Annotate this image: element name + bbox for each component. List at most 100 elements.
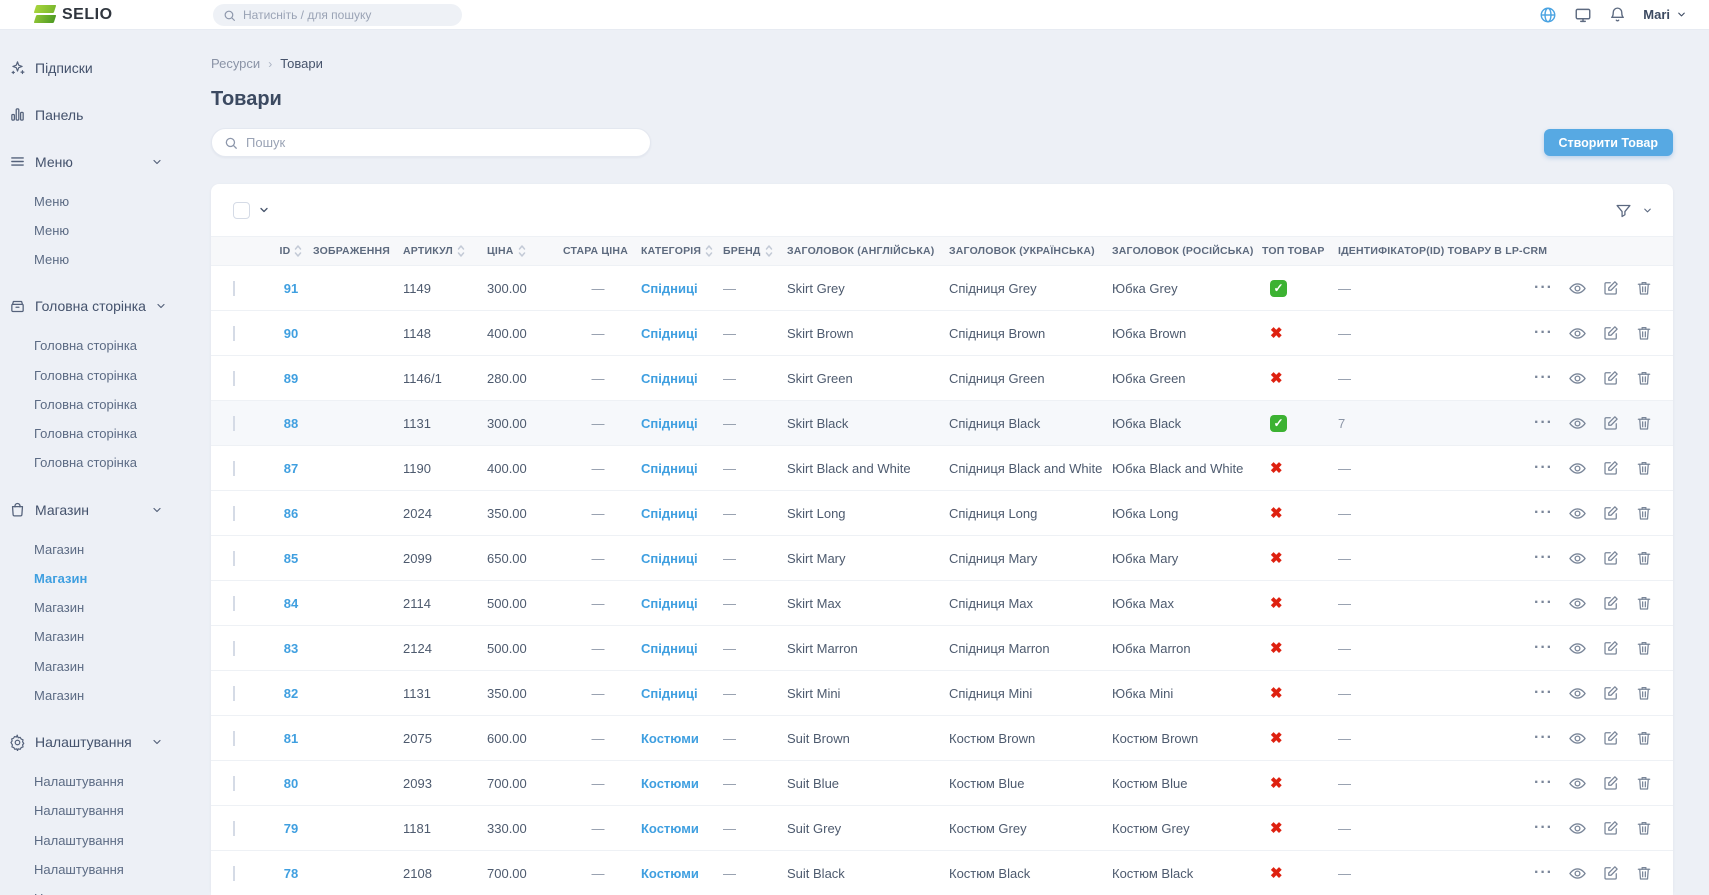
sidebar-item[interactable]: Магазин	[34, 541, 85, 557]
edit-icon[interactable]	[1602, 729, 1620, 747]
view-icon[interactable]	[1568, 819, 1587, 838]
sidebar-item[interactable]: Головна сторінка	[34, 338, 138, 354]
view-icon[interactable]	[1568, 639, 1587, 658]
view-icon[interactable]	[1568, 504, 1587, 523]
product-category-link[interactable]: Костюми	[641, 775, 699, 791]
edit-icon[interactable]	[1602, 864, 1620, 882]
delete-icon[interactable]	[1635, 504, 1653, 522]
edit-icon[interactable]	[1602, 639, 1620, 657]
row-checkbox[interactable]	[233, 685, 235, 701]
row-checkbox[interactable]	[233, 460, 235, 476]
product-id-link[interactable]: 82	[283, 685, 299, 701]
more-actions-icon[interactable]: ···	[1534, 594, 1553, 611]
delete-icon[interactable]	[1635, 594, 1653, 612]
row-checkbox[interactable]	[233, 325, 235, 341]
delete-icon[interactable]	[1635, 414, 1653, 432]
sort-icon[interactable]	[294, 244, 302, 258]
delete-icon[interactable]	[1635, 819, 1653, 837]
view-icon[interactable]	[1568, 324, 1587, 343]
product-id-link[interactable]: 80	[283, 775, 299, 791]
global-search-input[interactable]	[243, 8, 452, 22]
more-actions-icon[interactable]: ···	[1534, 774, 1553, 791]
more-actions-icon[interactable]: ···	[1534, 324, 1553, 341]
more-actions-icon[interactable]: ···	[1534, 279, 1553, 296]
column-header[interactable]: ЗОБРАЖЕННЯ	[313, 245, 403, 257]
product-category-link[interactable]: Костюми	[641, 820, 699, 836]
more-actions-icon[interactable]: ···	[1534, 504, 1553, 521]
delete-icon[interactable]	[1635, 729, 1653, 747]
filter-chevron-icon[interactable]	[1642, 205, 1653, 216]
more-actions-icon[interactable]: ···	[1534, 864, 1553, 881]
product-category-link[interactable]: Спідниці	[641, 370, 698, 386]
more-actions-icon[interactable]: ···	[1534, 459, 1553, 476]
delete-icon[interactable]	[1635, 324, 1653, 342]
column-header[interactable]: БРЕНД	[723, 244, 787, 258]
column-header[interactable]: АРТИКУЛ	[403, 244, 487, 258]
sidebar-section-header[interactable]: Меню	[9, 138, 210, 185]
product-id-link[interactable]: 85	[283, 550, 299, 566]
sidebar-item[interactable]: Налаштування	[34, 885, 194, 895]
sidebar-item[interactable]: Головна сторінка	[34, 426, 138, 441]
column-header[interactable]: ЗАГОЛОВОК (УКРАЇНСЬКА)	[949, 245, 1112, 257]
product-id-link[interactable]: 88	[283, 415, 299, 431]
delete-icon[interactable]	[1635, 684, 1653, 702]
product-category-link[interactable]: Спідниці	[641, 505, 698, 521]
sidebar-section-header[interactable]: Налаштування	[9, 719, 210, 766]
view-icon[interactable]	[1568, 594, 1587, 613]
column-header[interactable]: СТАРА ЦІНА	[563, 245, 641, 257]
edit-icon[interactable]	[1602, 594, 1620, 612]
sort-icon[interactable]	[765, 244, 773, 258]
column-header[interactable]: ЦІНА	[487, 244, 563, 258]
breadcrumb-root[interactable]: Ресурси	[211, 56, 261, 71]
sidebar-section-header[interactable]: Головна сторінка	[9, 283, 210, 330]
more-actions-icon[interactable]: ···	[1534, 369, 1553, 386]
product-category-link[interactable]: Спідниці	[641, 280, 698, 296]
row-checkbox[interactable]	[233, 505, 235, 521]
product-category-link[interactable]: Спідниці	[641, 640, 698, 656]
sidebar-section-header[interactable]: Панель	[9, 91, 210, 138]
sidebar-item[interactable]: Магазин	[34, 600, 85, 615]
filter-funnel-icon[interactable]	[1615, 202, 1632, 219]
product-id-link[interactable]: 78	[283, 865, 299, 881]
sidebar-item[interactable]: Меню	[34, 222, 70, 238]
row-checkbox[interactable]	[233, 550, 235, 566]
edit-icon[interactable]	[1602, 549, 1620, 567]
product-id-link[interactable]: 87	[283, 460, 299, 476]
delete-icon[interactable]	[1635, 549, 1653, 567]
row-checkbox[interactable]	[233, 370, 235, 386]
product-id-link[interactable]: 84	[283, 595, 299, 611]
product-category-link[interactable]: Костюми	[641, 865, 699, 881]
product-category-link[interactable]: Спідниці	[641, 415, 698, 431]
product-id-link[interactable]: 79	[283, 820, 299, 836]
bell-icon[interactable]	[1609, 6, 1626, 23]
global-search[interactable]	[213, 4, 462, 26]
row-checkbox[interactable]	[233, 775, 235, 791]
sort-icon[interactable]	[518, 244, 526, 258]
more-actions-icon[interactable]: ···	[1534, 819, 1553, 836]
sort-icon[interactable]	[705, 244, 713, 258]
column-header[interactable]: ІДЕНТИФІКАТОР(ID) ТОВАРУ В LP-CRM	[1338, 245, 1547, 257]
delete-icon[interactable]	[1635, 864, 1653, 882]
product-id-link[interactable]: 81	[283, 730, 299, 746]
sort-icon[interactable]	[457, 244, 465, 258]
row-checkbox[interactable]	[233, 865, 235, 881]
row-checkbox[interactable]	[233, 280, 235, 296]
sidebar-item[interactable]: Магазин	[34, 687, 85, 703]
edit-icon[interactable]	[1602, 324, 1620, 342]
sidebar-item[interactable]: Налаштування	[34, 832, 124, 848]
sidebar-item[interactable]: Налаштування	[34, 861, 124, 877]
more-actions-icon[interactable]: ···	[1534, 414, 1553, 431]
sidebar-section-header[interactable]: Магазин	[9, 486, 210, 533]
column-header[interactable]: ID	[269, 244, 313, 258]
edit-icon[interactable]	[1602, 414, 1620, 432]
view-icon[interactable]	[1568, 774, 1587, 793]
edit-icon[interactable]	[1602, 819, 1620, 837]
sidebar-item[interactable]: Магазин	[34, 570, 88, 586]
view-icon[interactable]	[1568, 414, 1587, 433]
row-checkbox[interactable]	[233, 820, 235, 836]
view-icon[interactable]	[1568, 684, 1587, 703]
sidebar-item[interactable]: Головна сторінка	[34, 367, 138, 383]
select-all-checkbox[interactable]	[233, 201, 250, 219]
view-icon[interactable]	[1568, 729, 1587, 748]
edit-icon[interactable]	[1602, 504, 1620, 522]
